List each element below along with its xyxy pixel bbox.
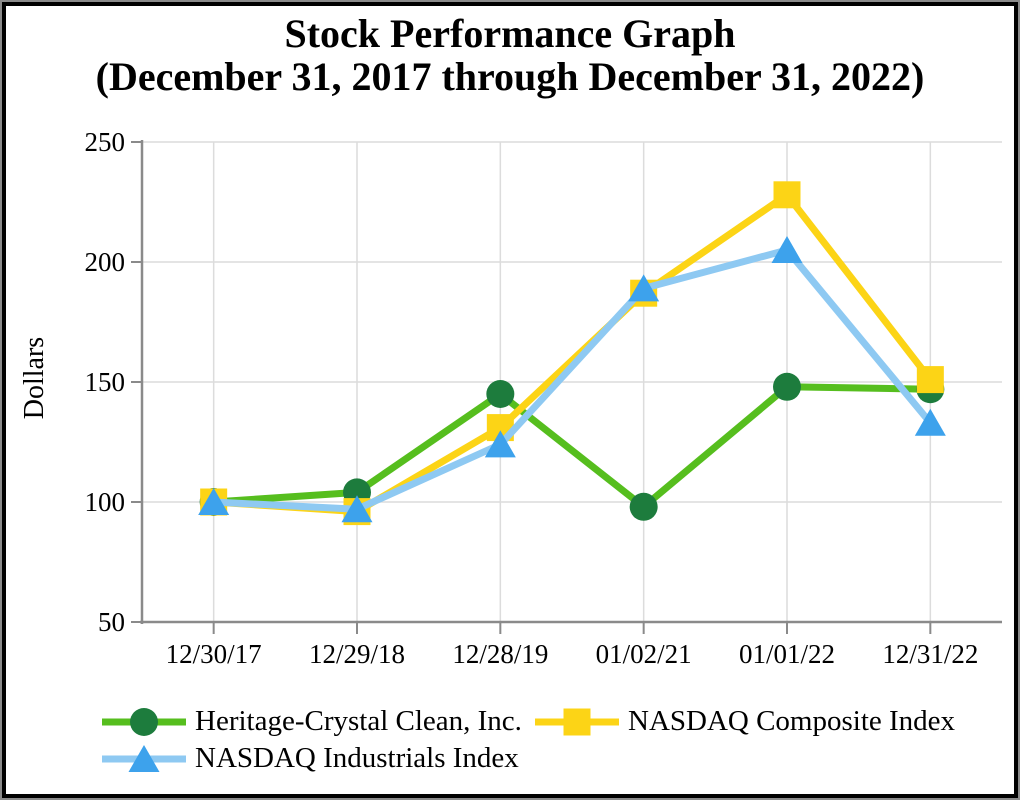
- legend-swatch-marker: [563, 708, 591, 735]
- x-tick-label: 12/30/17: [166, 639, 262, 669]
- x-tick-label: 12/31/22: [882, 639, 978, 669]
- series-marker-nasdaq-industrials: [198, 488, 230, 515]
- series-marker-nasdaq-industrials: [484, 430, 516, 458]
- series-line-nasdaq-composite: [210, 191, 934, 516]
- x-tick-label: 12/29/18: [309, 639, 405, 669]
- legend: Heritage-Crystal Clean, Inc. NASDAQ Comp…: [102, 703, 955, 777]
- series-marker-hcci: [773, 372, 801, 401]
- y-tick-label: 50: [98, 607, 125, 637]
- series-marker-nasdaq-industrials: [771, 236, 803, 263]
- series-marker-nasdaq-composite: [773, 181, 801, 209]
- y-tick-label: 200: [85, 247, 126, 277]
- y-tick-label: 100: [85, 487, 126, 517]
- series-marker-hcci: [629, 492, 658, 521]
- legend-label-heritage-crystal-clean: Heritage-Crystal Clean, Inc.: [195, 705, 522, 737]
- y-tick-label: 150: [85, 367, 126, 397]
- series-line-nasdaq-industrials: [210, 246, 934, 513]
- series-marker-hcci: [486, 380, 515, 408]
- line-circle-marker-icon: [102, 707, 186, 736]
- series-marker-nasdaq-industrials: [628, 274, 660, 302]
- chart-title-line2: (December 31, 2017 through December 31, …: [95, 54, 925, 100]
- legend-item-nasdaq-composite: NASDAQ Composite Index: [535, 703, 955, 740]
- legend-item-heritage-crystal-clean: Heritage-Crystal Clean, Inc.: [102, 703, 535, 740]
- x-tick-label: 01/02/21: [596, 639, 692, 669]
- legend-item-nasdaq-industrials: NASDAQ Industrials Index: [102, 740, 535, 777]
- y-tick-label: 250: [85, 127, 126, 157]
- series-marker-nasdaq-industrials: [914, 408, 946, 436]
- series-line-hcci: [210, 383, 934, 511]
- x-tick-label: 01/01/22: [739, 639, 835, 669]
- x-tick-label: 12/28/19: [452, 639, 548, 669]
- series-marker-nasdaq-composite: [916, 366, 944, 394]
- legend-swatch-marker: [128, 744, 160, 772]
- legend-label-nasdaq-composite: NASDAQ Composite Index: [628, 705, 956, 737]
- line-square-marker-icon: [535, 708, 619, 735]
- chart-title: Stock Performance Graph (December 31, 20…: [2, 11, 1018, 100]
- line-triangle-marker-icon: [102, 744, 186, 772]
- y-axis-title: Dollars: [19, 336, 50, 420]
- legend-swatch-marker: [130, 707, 158, 736]
- series-marker-nasdaq-industrials: [341, 495, 373, 523]
- chart-title-line1: Stock Performance Graph: [284, 11, 736, 56]
- legend-label-nasdaq-industrials: NASDAQ Industrials Index: [195, 742, 519, 774]
